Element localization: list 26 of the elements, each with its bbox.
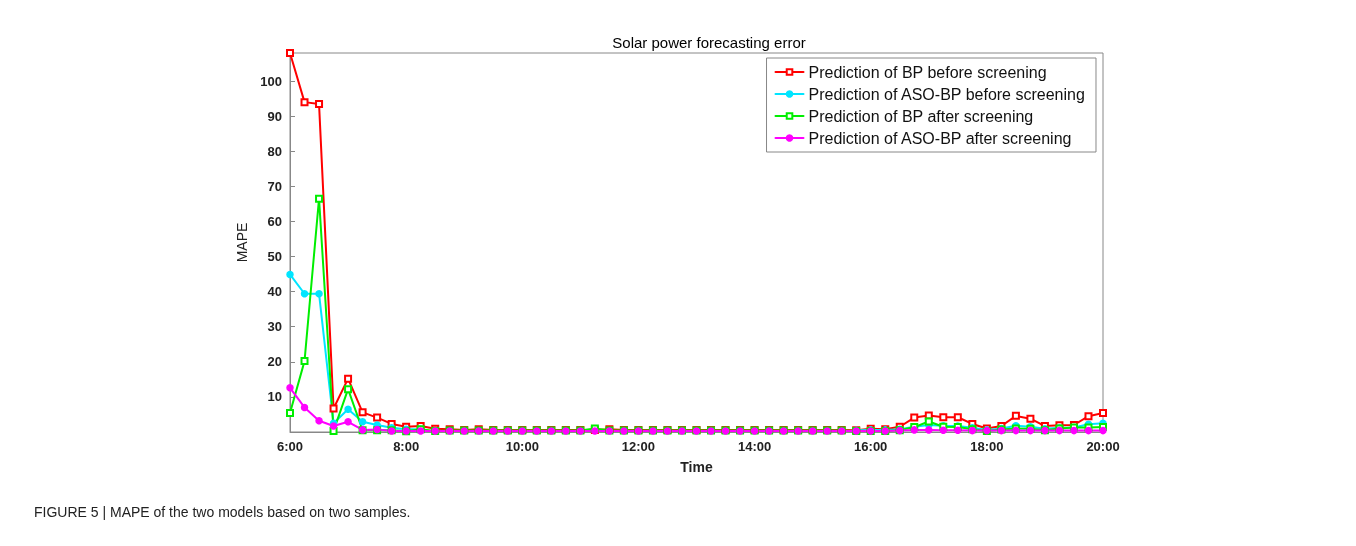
legend-label: Prediction of ASO-BP before screening (808, 85, 1085, 103)
y-tick-label: 30 (267, 319, 282, 335)
y-tick-label: 90 (267, 108, 282, 124)
y-tick-label: 10 (267, 389, 282, 405)
x-tick-label: 16:00 (854, 439, 888, 454)
x-tick-label: 14:00 (737, 439, 772, 454)
y-tick-label: 70 (267, 178, 282, 194)
x-tick-label: 20:00 (1086, 439, 1120, 454)
y-tick-label: 50 (267, 249, 282, 265)
x-tick-label: 8:00 (393, 439, 420, 454)
caption: FIGURE 5 | MAPE of the two models based on two samples. (34, 504, 411, 520)
x-tick-label: 12:00 (621, 439, 656, 454)
x-tick-label: 6:00 (276, 439, 304, 454)
y-axis-title: MAPE (234, 222, 251, 263)
legend-label: Prediction of ASO-BP after screening (808, 129, 1072, 147)
y-tick-label: 100 (260, 73, 282, 89)
y-tick-label: 60 (267, 213, 282, 229)
y-tick-label: 80 (267, 143, 282, 159)
y-tick-label: 20 (267, 354, 282, 370)
chart-title: Solar power forecasting error (612, 34, 806, 51)
legend-label: Prediction of BP before screening (808, 63, 1047, 81)
legend-label: Prediction of BP after screening (808, 107, 1034, 125)
y-tick-label: 40 (267, 284, 282, 300)
x-tick-label: 18:00 (970, 439, 1004, 454)
x-tick-label: 10:00 (505, 439, 539, 454)
x-axis-title: Time (680, 459, 713, 475)
